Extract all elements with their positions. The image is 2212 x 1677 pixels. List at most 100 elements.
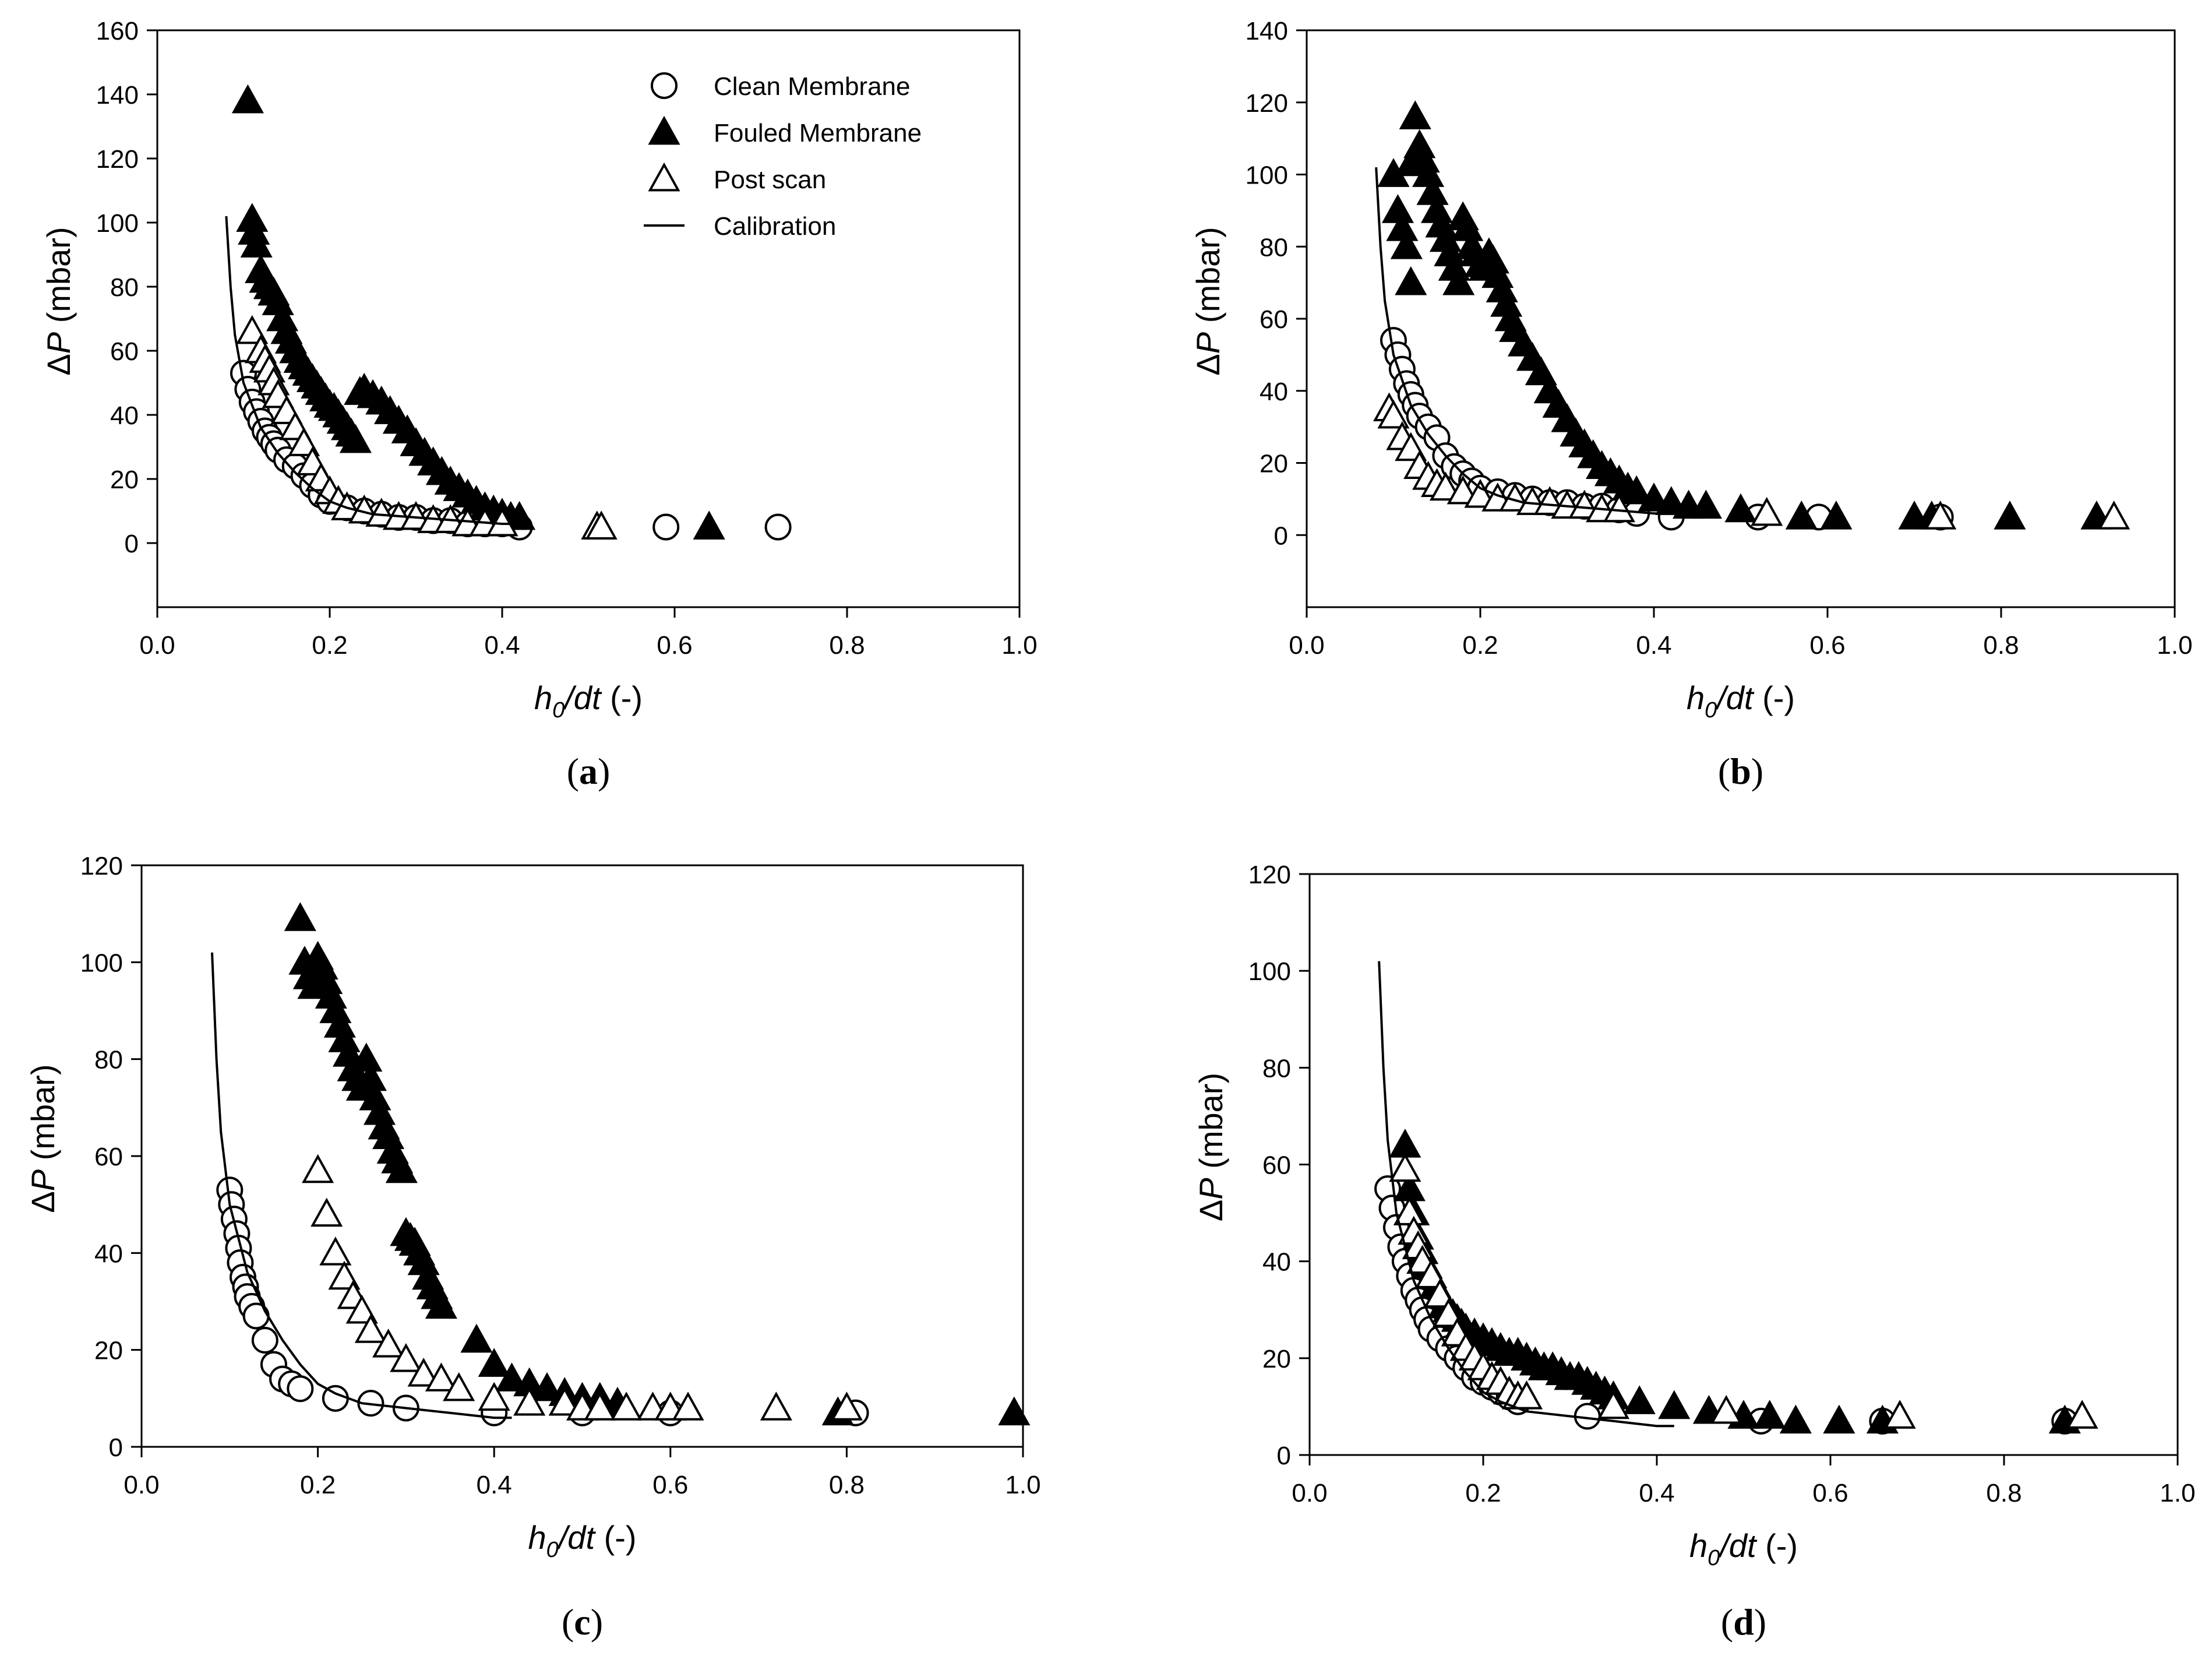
x-axis-label-dt: /dt [556,1519,597,1556]
x-axis-label: h0/dt (-) [1687,679,1795,723]
panel-caption-letter: c [574,1601,590,1643]
series-calibration [211,952,512,1419]
series-post-scan [302,1154,863,1421]
data-point-post-scan [585,510,618,540]
data-point-post-scan [584,1391,616,1421]
data-point-fouled [231,84,264,114]
data-point-clean [651,72,678,99]
data-point-post-scan [443,1372,475,1401]
x-axis-label-unit: (-) [601,679,643,716]
data-point-post-scan [1597,1390,1630,1419]
y-axis-label-p: P [1190,332,1226,354]
data-point-post-scan [1429,471,1462,501]
y-tick-label: 60 [110,337,139,366]
data-point-fouled [503,501,536,530]
x-axis-label-h: h [1689,1527,1707,1564]
data-point-post-scan [1924,501,1957,530]
panel-caption-close: ) [598,751,610,792]
y-tick-label: 120 [1248,861,1291,889]
y-tick-label: 140 [1246,17,1288,45]
data-point-post-scan [1751,496,1783,526]
panel-caption-close: ) [591,1601,603,1643]
data-point-fouled [478,1348,510,1377]
data-point-post-scan [548,1386,581,1416]
calibration-line [1375,167,1671,515]
calibration-line [1378,961,1674,1428]
x-tick-label: 0.6 [1809,631,1845,660]
y-axis-label-unit: (mbar) [24,1064,61,1169]
series-post-scan [1389,1153,2098,1429]
y-tick-label: 80 [94,1046,123,1074]
data-point-post-scan [1389,1153,1421,1182]
x-tick-label: 0.6 [652,1471,688,1499]
data-point-fouled [648,115,680,145]
data-point-fouled [1399,100,1431,129]
data-point-fouled [998,1396,1031,1426]
data-point-post-scan [830,1391,863,1421]
data-point-post-scan [1377,399,1410,429]
data-point-post-scan [302,1154,334,1183]
data-point-fouled [1390,230,1423,259]
y-axis-label-delta: Δ [1190,354,1226,375]
data-point-clean [652,513,680,541]
series-calibration [225,216,520,525]
data-point-fouled [385,1154,418,1183]
x-axis-label-unit: (-) [595,1519,637,1556]
data-point-post-scan [354,1314,387,1343]
plot-data-area [1373,100,2130,531]
data-point-fouled [1754,1400,1786,1429]
data-point-fouled [1623,1385,1656,1414]
panel-caption-letter: d [1733,1601,1754,1643]
data-point-post-scan [1533,486,1566,515]
x-tick-label: 1.0 [2160,1479,2195,1507]
x-tick-label: 0.4 [1639,1479,1674,1507]
y-axis-label: ΔP (mbar) [40,227,77,375]
series-calibration [1378,961,1674,1428]
data-point-post-scan [328,1260,361,1290]
x-axis-label: h0/dt (-) [528,1519,636,1562]
y-tick-label: 20 [1260,450,1288,478]
y-axis-label-unit: (mbar) [1190,227,1226,332]
y-tick-label: 80 [1260,233,1288,262]
x-axis-label-h: h [534,679,552,716]
data-point-post-scan [1603,493,1635,523]
data-point-post-scan [513,1386,546,1416]
panel-caption: (c) [562,1601,603,1643]
x-axis-label-subscript: 0 [1705,698,1717,723]
data-point-post-scan [1510,1380,1543,1410]
x-tick-label: 0.4 [477,1471,512,1499]
data-point-post-scan [1710,1394,1742,1424]
x-axis-label-dt: /dt [562,679,602,716]
data-point-clean [251,1327,278,1354]
panel-caption-letter: a [579,751,598,792]
series-post-scan [1373,392,2130,530]
y-tick-label: 40 [1262,1248,1291,1277]
data-point-post-scan [345,1294,378,1324]
panel-caption-letter: b [1730,751,1751,792]
panel-caption-close: ) [1751,751,1763,792]
legend-item: Calibration [644,212,836,241]
series-calibration [1375,167,1671,515]
plot-data-area [1374,961,2098,1435]
x-tick-label: 0.0 [1289,631,1324,660]
data-point-post-scan [672,1391,704,1421]
data-point-fouled [284,902,316,931]
data-point-fouled [693,510,725,540]
y-tick-label: 60 [1260,305,1288,334]
data-point-post-scan [425,1362,457,1391]
data-point-post-scan [760,1391,792,1421]
data-point-post-scan [610,1391,643,1421]
x-axis-label-unit: (-) [1754,679,1795,716]
x-tick-label: 0.8 [829,631,865,660]
data-point-fouled [1785,501,1818,530]
y-axis-label-delta: Δ [40,354,77,375]
y-axis-label: ΔP (mbar) [24,1064,61,1213]
y-tick-label: 20 [110,466,139,494]
x-axis-label: h0/dt (-) [534,679,643,723]
x-tick-label: 0.0 [139,631,175,660]
legend-item: Post scan [648,162,826,194]
y-tick-label: 20 [94,1337,123,1365]
data-point-fouled [495,1362,528,1391]
data-point-fouled [1658,1390,1691,1419]
